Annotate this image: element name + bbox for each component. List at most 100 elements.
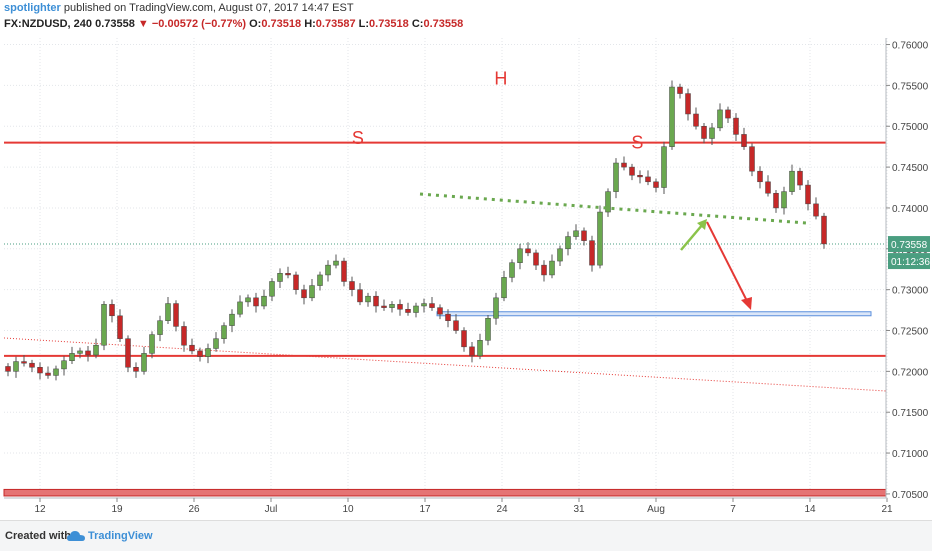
- candle: [549, 254, 555, 279]
- y-tick-label: 0.72000: [892, 367, 929, 378]
- candle-body: [717, 109, 723, 129]
- candle: [429, 297, 435, 311]
- candle-body: [629, 166, 635, 176]
- candle: [797, 167, 803, 190]
- y-tick-label: 0.74000: [892, 204, 929, 215]
- candle: [765, 175, 771, 197]
- candle: [181, 321, 187, 352]
- candle: [285, 266, 291, 279]
- candle: [389, 301, 395, 313]
- candle-body: [117, 315, 123, 339]
- candle: [821, 212, 827, 249]
- candle: [573, 224, 579, 240]
- candle: [501, 270, 507, 302]
- candle: [101, 301, 107, 351]
- candle: [365, 292, 371, 307]
- x-tick-label: Aug: [647, 504, 665, 515]
- candle: [805, 180, 811, 211]
- x-tick-label: 21: [881, 504, 893, 515]
- candle: [533, 249, 539, 271]
- candle: [317, 271, 323, 291]
- candle: [77, 347, 83, 359]
- candle-body: [461, 330, 467, 348]
- candle: [45, 366, 51, 379]
- candle-body: [597, 211, 603, 266]
- candle-body: [261, 295, 267, 307]
- ohlc-high-key: H:: [304, 18, 316, 30]
- candle: [93, 338, 99, 359]
- candle-body: [197, 350, 203, 357]
- candle: [341, 257, 347, 287]
- candle: [541, 260, 547, 282]
- candle: [157, 315, 163, 342]
- candle-body: [53, 368, 59, 376]
- candle-body: [277, 273, 283, 282]
- candle: [677, 83, 683, 99]
- candle-body: [797, 170, 803, 186]
- candle: [453, 314, 459, 334]
- target-support-box: [436, 311, 872, 317]
- candle: [349, 276, 355, 297]
- countdown-bg: [888, 253, 930, 270]
- candle-body: [501, 277, 507, 299]
- ohlc-close-key: C:: [411, 18, 424, 30]
- candle-body: [157, 320, 163, 335]
- candle: [13, 356, 19, 378]
- candle-body: [477, 340, 483, 357]
- candle: [53, 365, 59, 381]
- candle-body: [765, 181, 771, 194]
- candle: [405, 302, 411, 316]
- grid: [4, 38, 888, 498]
- candle-body: [517, 248, 523, 263]
- candle-body: [29, 362, 35, 368]
- candle-body: [693, 113, 699, 127]
- candle-body: [549, 260, 555, 276]
- candle-body: [437, 307, 443, 315]
- candle-body: [469, 346, 475, 357]
- candle-body: [813, 203, 819, 217]
- x-tick-label: 26: [188, 504, 200, 515]
- candle: [189, 338, 195, 355]
- candle-body: [5, 366, 11, 372]
- author-link[interactable]: spotlighter: [4, 2, 61, 14]
- candle: [173, 300, 179, 332]
- candle-body: [445, 313, 451, 321]
- candle: [669, 80, 675, 150]
- candle-body: [821, 215, 827, 245]
- candle-body: [13, 361, 19, 372]
- candle-body: [741, 134, 747, 147]
- tradingview-link[interactable]: TradingView: [88, 530, 153, 542]
- candle: [509, 259, 515, 283]
- candle-body: [21, 361, 27, 364]
- candle: [469, 341, 475, 363]
- candle-body: [301, 289, 307, 299]
- candle-body: [253, 297, 259, 307]
- x-tick-label: 12: [34, 504, 46, 515]
- candle-body: [333, 260, 339, 266]
- candle: [789, 164, 795, 195]
- price-label-bg: [888, 236, 930, 253]
- candle: [589, 235, 595, 272]
- candle-body: [605, 191, 611, 213]
- candle-body: [69, 353, 75, 361]
- candle: [661, 141, 667, 195]
- candle: [5, 363, 11, 377]
- x-tick-label: Jul: [265, 504, 278, 515]
- candle: [373, 291, 379, 313]
- candle-body: [757, 170, 763, 183]
- candle: [757, 166, 763, 189]
- candle-body: [485, 317, 491, 341]
- symbol-line: FX:NZDUSD, 240 0.73558 ▼ −0.00572 (−0.77…: [4, 18, 463, 30]
- countdown-text: 01:12:36: [891, 257, 930, 268]
- candle-body: [773, 192, 779, 209]
- candle: [605, 188, 611, 217]
- candle-body: [421, 303, 427, 307]
- price-chart[interactable]: S H S 0.76000 0.75500 0.75000 0.74500 0.74000 0.…: [0, 0, 932, 520]
- candle: [629, 163, 635, 181]
- x-tick-label: 7: [730, 504, 736, 515]
- candle-body: [525, 248, 531, 254]
- candle: [421, 298, 427, 313]
- candle-body: [125, 338, 131, 368]
- candle: [773, 189, 779, 213]
- candle: [237, 295, 243, 318]
